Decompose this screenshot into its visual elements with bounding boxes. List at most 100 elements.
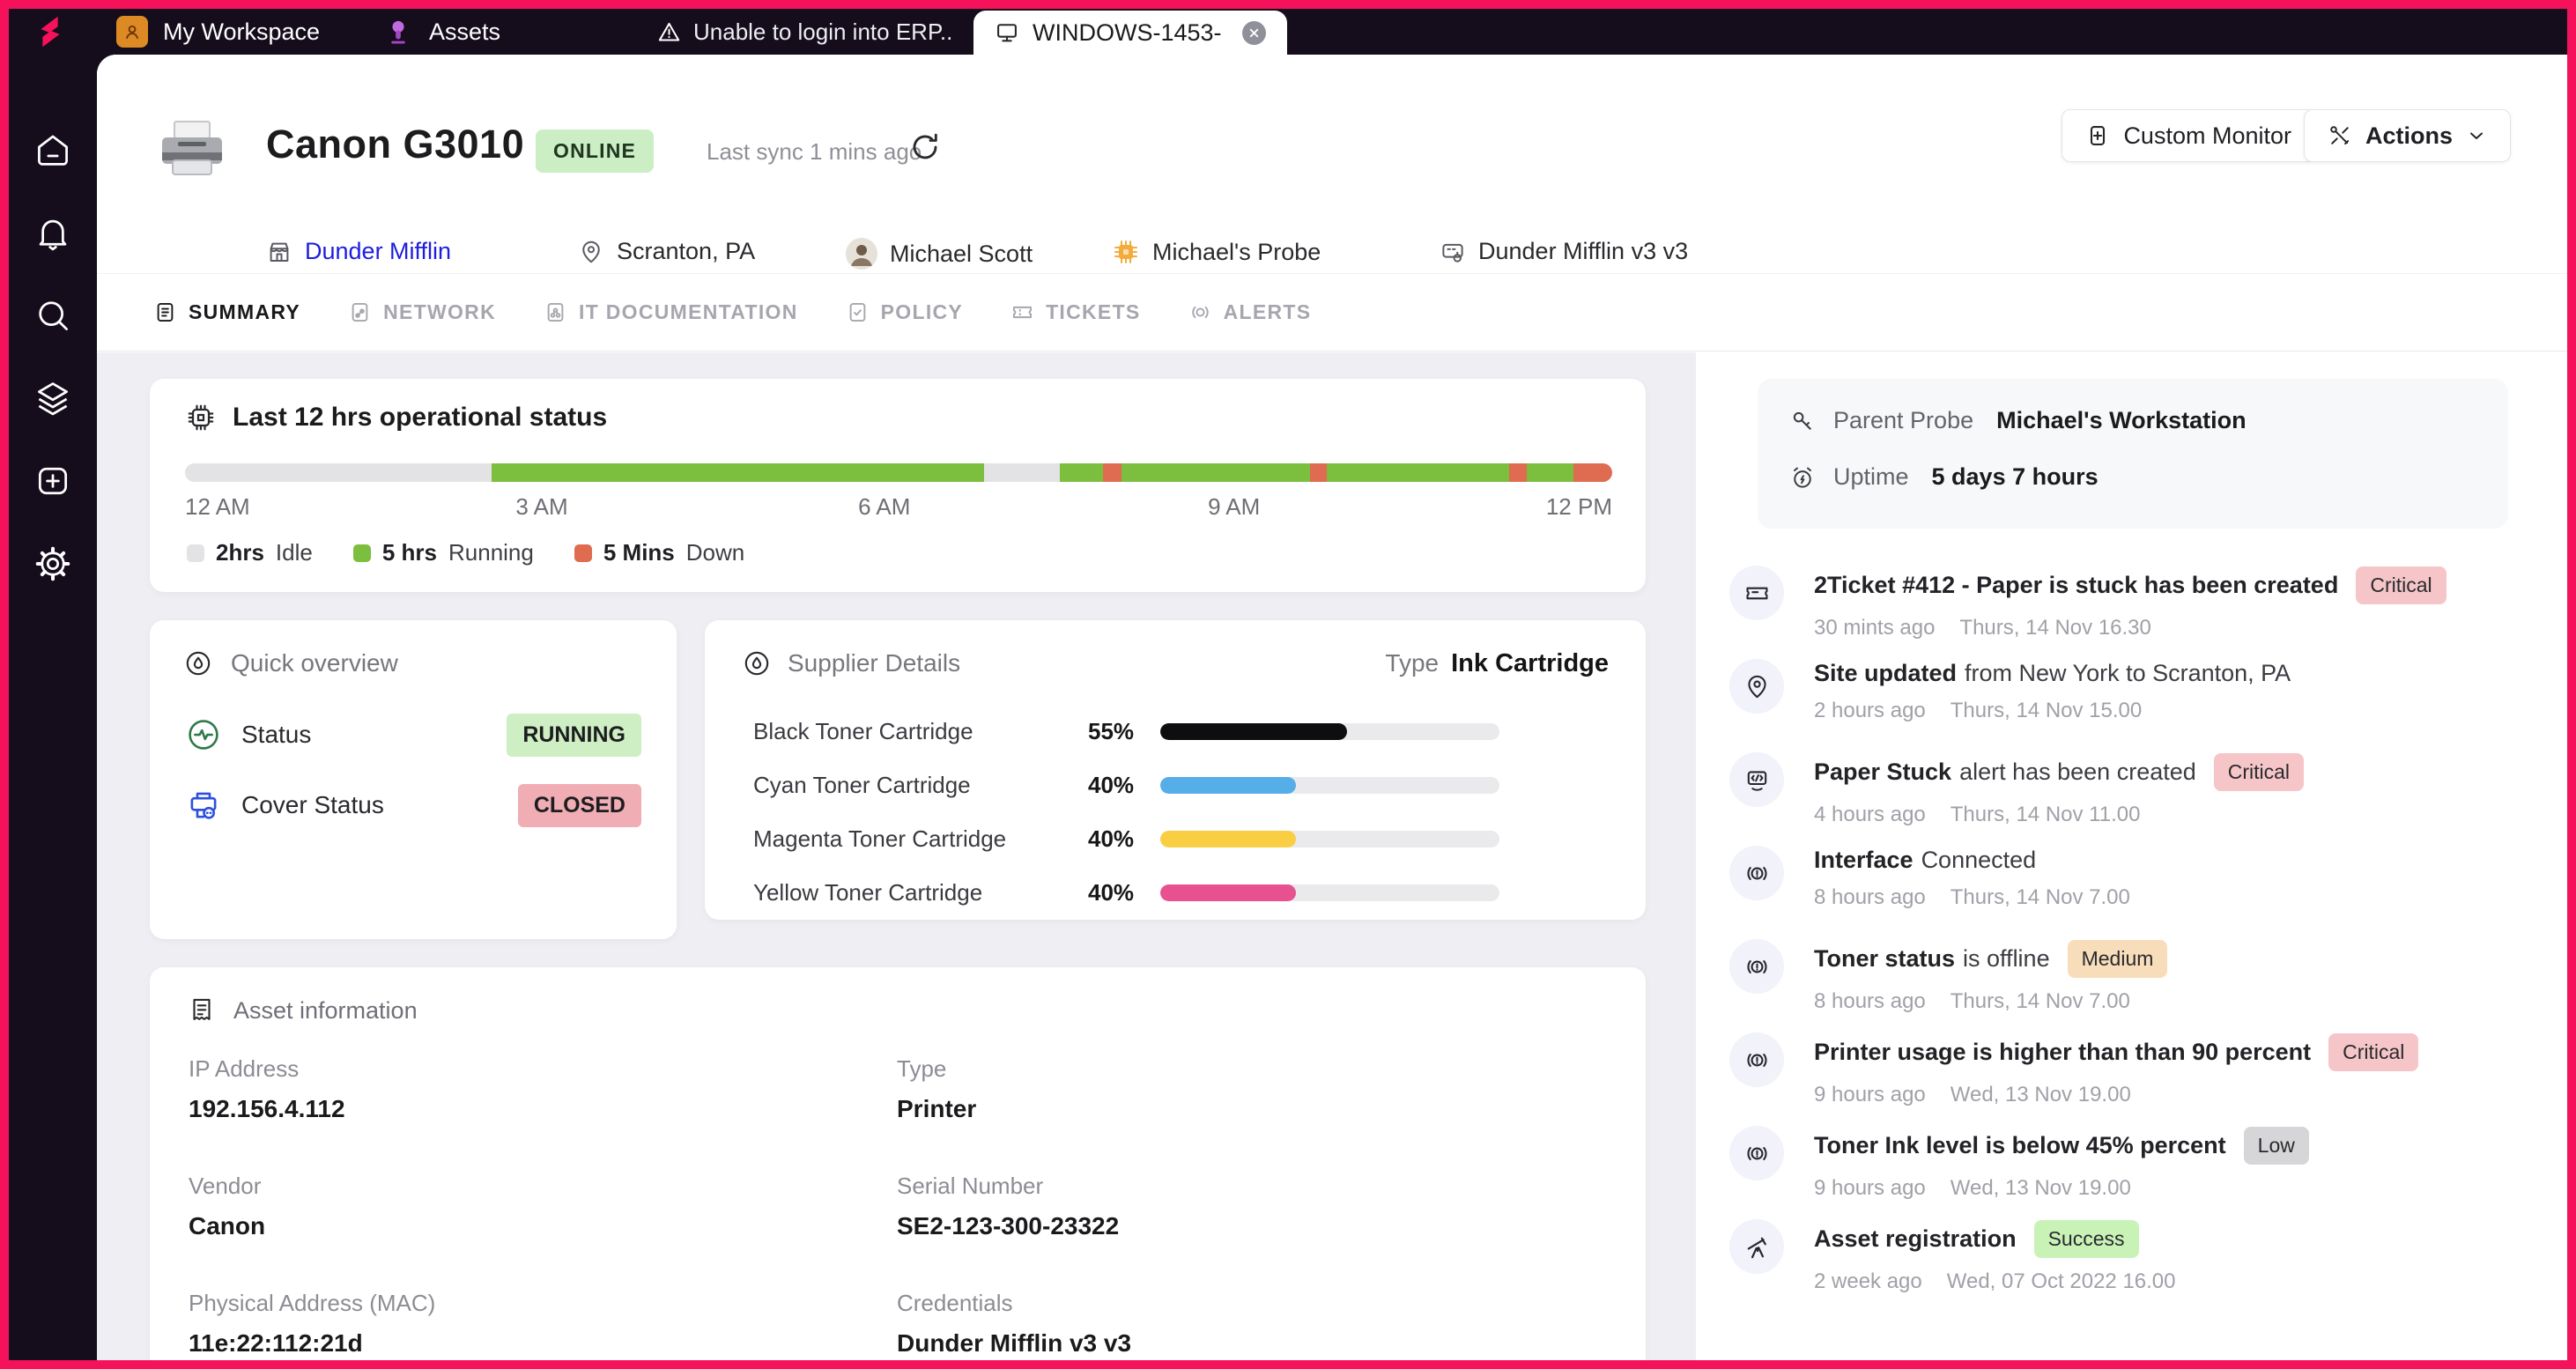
tab-it-documentation[interactable]: IT DOCUMENTATION (544, 300, 798, 324)
chip-icon (185, 402, 217, 433)
alert-icon (1729, 939, 1784, 994)
key-icon (1789, 408, 1816, 434)
app-frame: My Workspace Assets Unable to login into… (9, 9, 2567, 1360)
nav-notifications[interactable] (33, 213, 72, 252)
activity-title: Printer usage is higher than than 90 per… (1814, 1039, 2312, 1065)
tab-policy[interactable]: POLICY (846, 300, 963, 324)
content-area: Parent Probe Michael's Workstation Uptim… (97, 352, 2567, 1360)
activity-title: Interface (1814, 847, 1913, 873)
probe-item[interactable]: Michael's Probe (1112, 238, 1321, 266)
legend-down: 5 Mins Down (574, 539, 744, 566)
timeline-segment (1326, 463, 1510, 482)
client-link[interactable]: Dunder Mifflin (266, 238, 451, 265)
topbar-tab-device[interactable]: WINDOWS-1453- (973, 11, 1287, 55)
activity-time: 2 hours ago (1814, 699, 1926, 722)
nav-home[interactable] (33, 130, 72, 169)
topbar-tab-label: WINDOWS-1453- (1033, 18, 1222, 46)
printer-cover-icon (185, 787, 222, 824)
custom-monitor-label: Custom Monitor (2123, 122, 2291, 149)
activity-item-ticket-created[interactable]: 2Ticket #412 - Paper is stuck has been c… (1729, 566, 2544, 641)
status-timeline-bar (185, 463, 1612, 482)
credential-name: Dunder Mifflin v3 v3 (1478, 238, 1689, 264)
nav-add[interactable] (33, 462, 72, 500)
assets-icon (382, 16, 414, 48)
activity-detail: alert has been created (1959, 758, 2196, 785)
map-pin-icon (1729, 659, 1784, 714)
activity-item-asset-registration[interactable]: Asset registration Success 2 week ago We… (1729, 1219, 2544, 1295)
topbar-tab-alert[interactable]: Unable to login into ERP.. (657, 9, 952, 55)
nav-search[interactable] (33, 296, 72, 335)
page-title: Canon G3010 (266, 122, 525, 166)
activity-item-site-updated[interactable]: Site updated from New York to Scranton, … (1729, 659, 2544, 735)
legend-swatch (187, 544, 204, 562)
toner-bar (1160, 776, 1499, 794)
severity-badge: Critical (2328, 1033, 2419, 1071)
activity-time: 8 hours ago (1814, 989, 1926, 1013)
activity-title: Site updated (1814, 660, 1958, 686)
tab-network[interactable]: NETWORK (348, 300, 496, 324)
legend-swatch (574, 544, 592, 562)
activity-date: Thurs, 14 Nov 7.00 (1950, 885, 2130, 909)
alert-icon (1729, 1126, 1784, 1180)
warning-icon (657, 20, 681, 44)
activity-time: 9 hours ago (1814, 1176, 1926, 1200)
topbar-tab-my-workspace[interactable]: My Workspace (116, 9, 320, 55)
toner-percent: 55% (1088, 717, 1135, 744)
topbar-tab-assets[interactable]: Assets (382, 9, 500, 55)
activity-item-toner-status[interactable]: Toner status is offline Medium 8 hours a… (1729, 939, 2544, 1015)
parent-probe-value: Michael's Workstation (1996, 407, 2247, 433)
quick-overview-title: Quick overview (183, 648, 398, 678)
tab-alerts[interactable]: ALERTS (1188, 300, 1312, 324)
activity-date: Thurs, 14 Nov 7.00 (1950, 989, 2130, 1013)
site-item[interactable]: Scranton, PA (578, 238, 755, 265)
activity-item-printer-usage[interactable]: Printer usage is higher than than 90 per… (1729, 1032, 2544, 1108)
pulse-icon (185, 716, 222, 753)
activity-title: 2Ticket #412 - Paper is stuck has been c… (1814, 572, 2339, 598)
close-icon[interactable] (1242, 20, 1266, 45)
field-ip-address: IP Address 192.156.4.112 (189, 1055, 345, 1122)
refresh-icon[interactable] (909, 131, 941, 163)
terminal-icon (1729, 752, 1784, 807)
operational-status-card: Last 12 hrs operational status 12 (150, 379, 1646, 592)
axis-tick: 9 AM (1208, 493, 1261, 520)
nav-settings[interactable] (33, 544, 72, 583)
card-title: Quick overview (231, 649, 398, 677)
ticket-icon (1729, 566, 1784, 620)
activity-item-interface[interactable]: Interface Connected 8 hours ago Thurs, 1… (1729, 846, 2544, 921)
activity-item-toner-ink-level[interactable]: Toner Ink level is below 45% percent Low… (1729, 1126, 2544, 1202)
toner-percent: 40% (1088, 878, 1135, 906)
superops-logo[interactable] (30, 11, 70, 52)
card-title: Asset information (233, 996, 418, 1024)
custom-monitor-button[interactable]: Custom Monitor (2062, 109, 2315, 162)
toner-row-yellow: Yellow Toner Cartridge 40% (753, 875, 1593, 910)
toner-label: Cyan Toner Cartridge (753, 771, 971, 798)
tools-icon (2328, 123, 2352, 148)
axis-tick: 6 AM (858, 493, 911, 520)
parent-probe-label: Parent Probe (1833, 407, 1974, 433)
legend-swatch (352, 544, 371, 562)
alert-icon (1729, 1032, 1784, 1087)
legend-idle: 2hrs Idle (187, 539, 313, 566)
cartridge-type: Type Ink Cartridge (1385, 649, 1609, 678)
field-type: Type Printer (897, 1055, 977, 1122)
detail-tabs: SUMMARY NETWORK IT DOCUMENTATION POLICY … (97, 273, 2567, 352)
actions-button[interactable]: Actions (2303, 109, 2511, 162)
row-label: Cover Status (241, 791, 384, 818)
credential-item[interactable]: Dunder Mifflin v3 v3 (1440, 238, 1688, 265)
toner-label: Black Toner Cartridge (753, 717, 973, 744)
nav-modules[interactable] (33, 379, 72, 418)
status-value-badge: RUNNING (507, 713, 641, 757)
severity-badge: Medium (2067, 940, 2168, 978)
tab-summary[interactable]: SUMMARY (153, 300, 300, 324)
tab-tickets[interactable]: TICKETS (1010, 300, 1141, 324)
toner-bar-fill (1160, 830, 1296, 847)
add-monitor-icon (2085, 123, 2110, 148)
toner-bar-fill (1160, 884, 1296, 901)
owner-item[interactable]: Michael Scott (846, 238, 1033, 270)
toner-bar-fill (1160, 776, 1296, 794)
status-row: Status RUNNING (185, 712, 641, 758)
tab-label: ALERTS (1223, 300, 1312, 323)
activity-item-paper-stuck[interactable]: Paper Stuck alert has been created Criti… (1729, 752, 2544, 828)
alert-icon (1729, 846, 1784, 900)
activity-title: Paper Stuck (1814, 758, 1952, 785)
